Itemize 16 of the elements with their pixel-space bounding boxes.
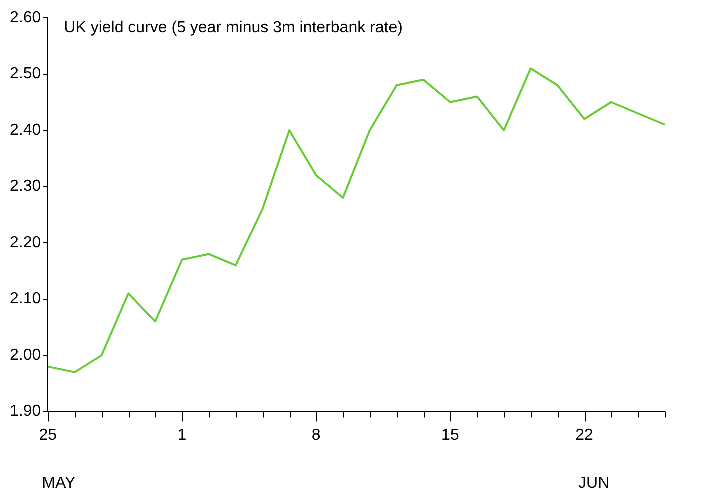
x-tick-label: 25 xyxy=(39,426,58,444)
y-tick-label: 2.40 xyxy=(10,122,42,139)
x-tick-label: 15 xyxy=(442,426,460,444)
x-tick-label: 22 xyxy=(576,426,594,444)
y-tick-label: 2.30 xyxy=(10,178,42,196)
y-tick-label: 2.60 xyxy=(10,9,42,26)
y-tick-label: 2.50 xyxy=(10,66,42,83)
x-tick-label: 1 xyxy=(178,426,187,444)
y-tick-label: 1.90 xyxy=(10,403,42,420)
y-tick-label: 2.20 xyxy=(10,234,42,252)
text: JUN xyxy=(578,475,610,492)
y-tick-label: 2.10 xyxy=(10,290,42,308)
y-tick-label: 2.00 xyxy=(10,346,42,364)
text: MAY xyxy=(42,475,76,492)
chart-title: UK yield curve (5 year minus 3m interbank rate) xyxy=(64,19,403,36)
x-tick-label: 8 xyxy=(312,426,321,444)
